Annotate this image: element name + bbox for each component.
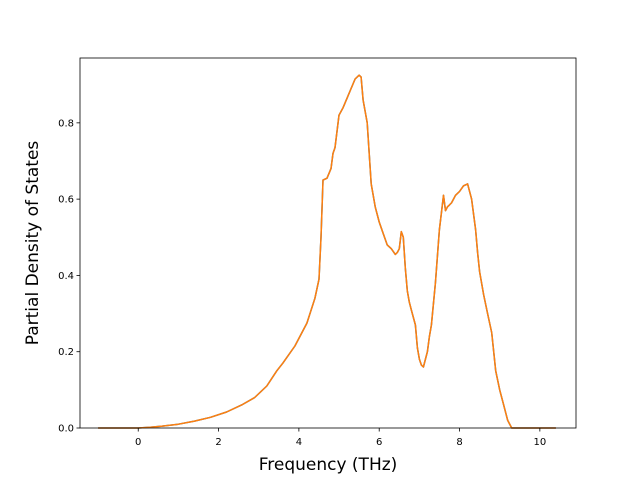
y-tick-label: 0.2	[58, 347, 74, 358]
x-tick-label: 2	[215, 437, 221, 448]
pdos-line	[98, 74, 556, 429]
plot-area	[98, 74, 556, 429]
y-tick-label: 0.8	[58, 118, 74, 129]
y-axis-label: Partial Density of States	[23, 141, 43, 346]
axis-ticks: 0 2 4 6 8 10 0.0 0.2 0.4 0.6 0.8	[58, 118, 546, 448]
pdos-line-under	[98, 74, 556, 429]
y-tick-label: 0.0	[58, 424, 74, 435]
x-tick-label: 8	[456, 437, 462, 448]
x-tick-label: 0	[135, 437, 141, 448]
plot-frame	[79, 57, 577, 429]
x-tick-label: 4	[296, 437, 302, 448]
x-tick-label: 6	[376, 437, 382, 448]
y-tick-label: 0.4	[58, 271, 74, 282]
y-tick-label: 0.6	[58, 195, 74, 206]
x-axis-label: Frequency (THz)	[259, 455, 398, 475]
x-tick-label: 10	[533, 437, 546, 448]
